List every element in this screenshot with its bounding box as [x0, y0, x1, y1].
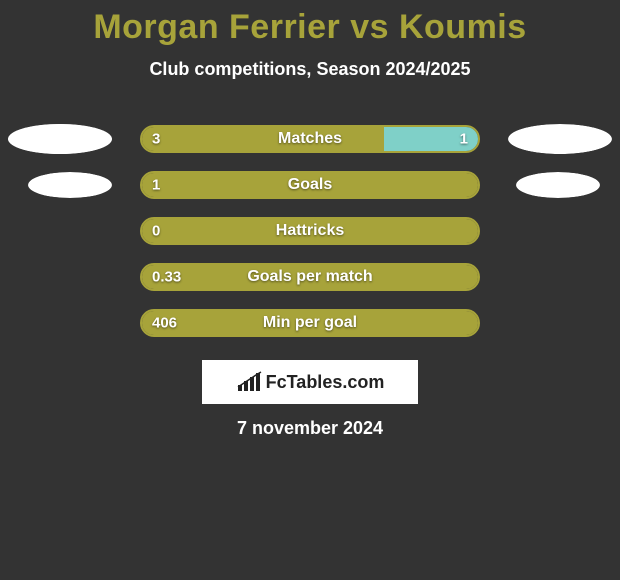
page-title: Morgan Ferrier vs Koumis	[0, 0, 620, 47]
bar-track: 406 Min per goal	[140, 309, 480, 337]
stat-row: 0.33 Goals per match	[0, 254, 620, 300]
stat-row: 3 Matches 1	[0, 116, 620, 162]
stat-label: Min per goal	[263, 314, 357, 332]
player-left-avatar	[8, 124, 112, 154]
stat-label: Goals	[288, 176, 332, 194]
stat-label: Goals per match	[247, 268, 372, 286]
date-label: 7 november 2024	[0, 418, 620, 439]
stat-row: 1 Goals	[0, 162, 620, 208]
stat-left-value: 406	[152, 315, 177, 332]
chart-icon	[236, 371, 262, 393]
comparison-chart: 3 Matches 1 1 Goals 0 Hattricks 0.33 Goa…	[0, 116, 620, 346]
stat-left-value: 0	[152, 223, 160, 240]
subtitle: Club competitions, Season 2024/2025	[0, 59, 620, 80]
stat-label: Hattricks	[276, 222, 344, 240]
bar-track: 3 Matches 1	[140, 125, 480, 153]
player-right-avatar	[508, 124, 612, 154]
stat-row: 0 Hattricks	[0, 208, 620, 254]
stat-left-value: 3	[152, 131, 160, 148]
stat-row: 406 Min per goal	[0, 300, 620, 346]
stat-label: Matches	[278, 130, 342, 148]
stat-left-value: 1	[152, 177, 160, 194]
stat-right-value: 1	[460, 131, 468, 148]
brand-logo: FcTables.com	[202, 360, 418, 404]
brand-text: FcTables.com	[266, 372, 385, 393]
stat-left-value: 0.33	[152, 269, 181, 286]
player-right-avatar	[516, 172, 600, 198]
bar-track: 1 Goals	[140, 171, 480, 199]
bar-track: 0.33 Goals per match	[140, 263, 480, 291]
bar-left-segment	[142, 127, 384, 151]
player-left-avatar	[28, 172, 112, 198]
bar-track: 0 Hattricks	[140, 217, 480, 245]
